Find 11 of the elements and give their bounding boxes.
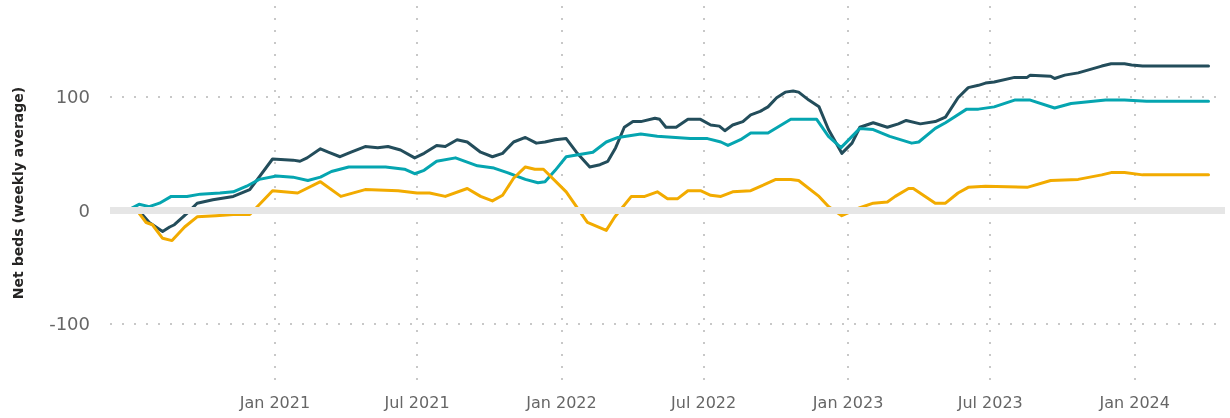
- x-tick-label: Jul 2022: [670, 392, 737, 412]
- y-tick-label: 0: [78, 199, 90, 221]
- x-tick-label: Jan 2021: [238, 392, 311, 412]
- x-tick-label: Jan 2024: [1098, 392, 1170, 412]
- y-tick-label: -100: [49, 312, 90, 334]
- x-tick-label: Jul 2021: [383, 392, 450, 412]
- x-tick-label: Jul 2023: [956, 392, 1023, 412]
- y-tick-label: 100: [55, 86, 90, 108]
- x-tick-label: Jan 2022: [525, 392, 597, 412]
- x-tick-label: Jan 2023: [811, 392, 884, 412]
- y-axis-title: Net beds (weekly average): [10, 86, 26, 300]
